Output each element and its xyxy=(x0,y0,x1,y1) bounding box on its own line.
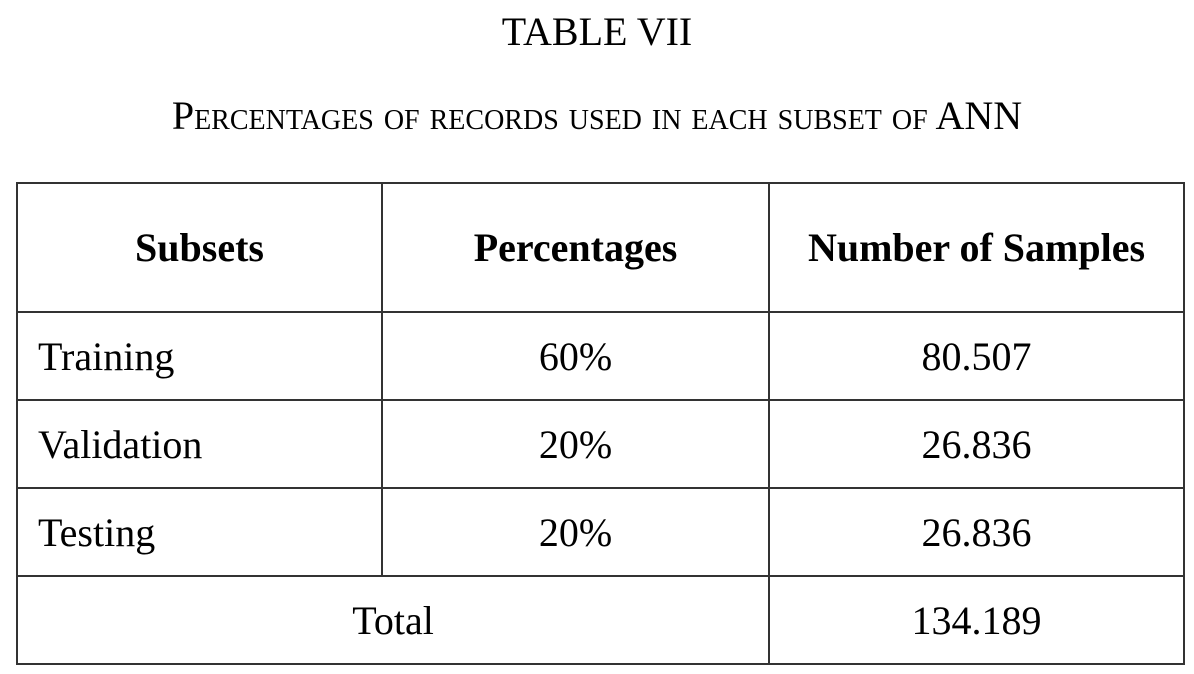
header-row: Subsets Percentages Number of Samples xyxy=(16,182,1185,313)
table-row: Testing 20% 26.836 xyxy=(16,487,1185,577)
percentage-cell: 20% xyxy=(381,399,770,489)
header-percentages: Percentages xyxy=(381,182,770,313)
total-label: Total xyxy=(16,575,770,665)
samples-cell: 80.507 xyxy=(768,311,1185,401)
samples-cell: 26.836 xyxy=(768,487,1185,577)
total-samples: 134.189 xyxy=(768,575,1185,665)
subset-cell: Validation xyxy=(16,399,383,489)
table-caption: Percentages of records used in each subs… xyxy=(171,93,1023,138)
percentage-cell: 60% xyxy=(381,311,770,401)
subset-cell: Training xyxy=(16,311,383,401)
table-row: Validation 20% 26.836 xyxy=(16,399,1185,489)
subset-cell: Testing xyxy=(16,487,383,577)
total-row: Total 134.189 xyxy=(16,575,1185,665)
table-number: TABLE VII xyxy=(501,9,693,54)
samples-cell: 26.836 xyxy=(768,399,1185,489)
table-row: Training 60% 80.507 xyxy=(16,311,1185,401)
header-subsets: Subsets xyxy=(16,182,383,313)
percentage-cell: 20% xyxy=(381,487,770,577)
data-table: Subsets Percentages Number of Samples Tr… xyxy=(16,182,1185,665)
header-number-of-samples: Number of Samples xyxy=(768,182,1185,313)
